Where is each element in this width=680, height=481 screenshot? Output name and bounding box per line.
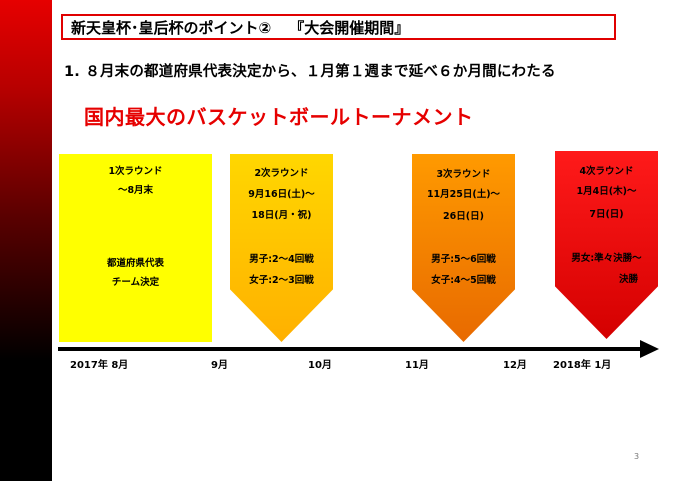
- round-1-block: 1次ラウンド ～8月末 都道府県代表 チーム決定: [59, 154, 212, 342]
- timeline-label-jan: 2018年 1月: [553, 360, 612, 371]
- point-1-text: 1. ８月末の都道府県代表決定から、１月第１週まで延べ６か月間にわたる: [64, 64, 556, 80]
- round-4-date-2: 7日(日): [589, 209, 624, 220]
- round-1-detail-2: チーム決定: [111, 277, 160, 288]
- round-2-block: 2次ラウンド 9月16日(土)～ 18日(月・祝) 男子:2～4回戦 女子:2～…: [230, 154, 333, 342]
- round-4-block: 4次ラウンド 1月4日(木)～ 7日(日) 男女:準々決勝～ 決勝: [555, 151, 658, 339]
- round-1-detail-1: 都道府県代表: [106, 258, 164, 269]
- title-box: 新天皇杯･皇后杯のポイント② 『大会開催期間』: [61, 14, 616, 40]
- round-3-date-1: 11月25日(土)～: [426, 189, 501, 200]
- timeline-label-sep: 9月: [211, 360, 228, 371]
- round-3-detail-1: 男子:5～6回戦: [431, 254, 496, 265]
- round-3-block: 3次ラウンド 11月25日(土)～ 26日(日) 男子:5～6回戦 女子:4～5…: [412, 154, 515, 342]
- round-3-name: 3次ラウンド: [436, 169, 491, 180]
- title-sub: 『大会開催期間』: [289, 18, 410, 37]
- timeline-line: [58, 347, 646, 351]
- title-main: 新天皇杯･皇后杯のポイント②: [71, 18, 272, 37]
- page-number: 3: [634, 452, 640, 461]
- round-2-date-1: 9月16日(土)～: [248, 189, 315, 200]
- timeline-arrow-icon: [640, 340, 659, 358]
- round-4-detail-2: 決勝: [618, 274, 638, 285]
- round-3-detail-2: 女子:4～5回戦: [431, 275, 496, 286]
- round-1-period: ～8月末: [117, 185, 154, 196]
- round-2-date-2: 18日(月・祝): [251, 210, 312, 221]
- round-2-name: 2次ラウンド: [254, 168, 309, 179]
- round-4-detail-1: 男女:準々決勝～: [571, 253, 642, 264]
- timeline-label-oct: 10月: [308, 360, 332, 371]
- round-2-detail-2: 女子:2～3回戦: [249, 275, 314, 286]
- round-2-detail-1: 男子:2～4回戦: [249, 254, 314, 265]
- round-4-name: 4次ラウンド: [579, 166, 634, 177]
- round-4-date-1: 1月4日(木)～: [576, 186, 637, 197]
- timeline-label-nov: 11月: [405, 360, 429, 371]
- timeline-label-dec: 12月: [503, 360, 527, 371]
- timeline-label-aug: 2017年 8月: [70, 360, 129, 371]
- round-1-name: 1次ラウンド: [108, 166, 163, 177]
- headline: 国内最大のバスケットボールトーナメント: [84, 105, 474, 129]
- sidebar-gradient-bar: [0, 0, 52, 481]
- round-3-date-2: 26日(日): [443, 211, 484, 222]
